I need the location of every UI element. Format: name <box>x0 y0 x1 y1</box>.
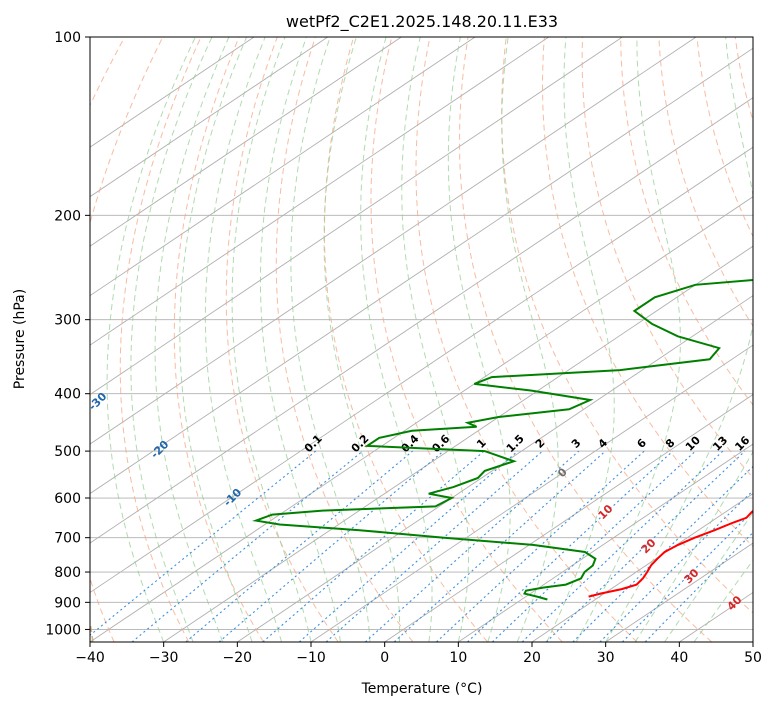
isotherm-line <box>90 37 697 445</box>
moist-adiabat-line <box>179 37 253 642</box>
x-tick-label: 30 <box>597 650 615 666</box>
moist-adiabat-line <box>501 37 559 642</box>
mixing-ratio-line <box>325 450 543 642</box>
dry-adiabat-line <box>541 37 753 548</box>
isotherm-line <box>90 146 753 594</box>
isotherm-line <box>531 493 753 642</box>
isotherm-line <box>458 443 753 642</box>
dewpoint-line <box>252 278 753 601</box>
mixing-ratio-line <box>185 450 413 642</box>
isotherm-line <box>90 37 476 297</box>
isotherm-line <box>90 37 328 198</box>
y-tick-label: 100 <box>54 30 81 46</box>
dry-adiabat-line <box>225 37 339 642</box>
moist-adiabat-line <box>154 37 230 642</box>
x-tick-label: −40 <box>75 650 105 666</box>
mixing-ratio-line <box>467 450 674 642</box>
moist-adiabat-line <box>664 511 753 642</box>
dry-adiabat-line <box>90 37 164 642</box>
mixing-ratio-line <box>131 450 363 642</box>
mixing-ratio-line <box>622 510 753 642</box>
moist-adiabat-line <box>575 37 681 642</box>
moist-adiabat-line <box>130 37 213 642</box>
plot-frame <box>89 36 754 643</box>
isotherm-lines <box>90 37 753 642</box>
isotherm-line <box>90 97 753 544</box>
mixing-ratio-line <box>298 450 519 642</box>
x-tick-label: 10 <box>449 650 467 666</box>
isotherm-line <box>90 37 255 148</box>
moist-adiabat-line <box>693 559 753 642</box>
dry-adiabat-lines <box>90 37 753 642</box>
moist-adiabat-line <box>231 37 312 642</box>
x-tick-label: −30 <box>149 650 179 666</box>
moist-adiabat-line <box>447 37 511 642</box>
moist-adiabat-line <box>290 37 371 642</box>
isobar-lines <box>90 37 753 630</box>
moist-adiabat-line <box>401 37 469 642</box>
mixing-ratio-lines <box>90 450 753 642</box>
isotherm-line <box>90 47 753 495</box>
mixing-ratio-line <box>364 450 580 642</box>
isotherm-line <box>384 394 753 642</box>
y-axis-label: Pressure (hPa) <box>12 289 28 389</box>
x-axis-label: Temperature (°C) <box>361 681 483 697</box>
isotherm-line <box>310 344 753 642</box>
moist-adiabat-lines <box>90 37 753 642</box>
moist-adiabat-line <box>259 37 341 642</box>
dry-adiabat-line <box>275 37 414 642</box>
y-tick-label: 400 <box>54 387 81 403</box>
y-tick-label: 800 <box>54 565 81 581</box>
mixing-ratio-line <box>491 450 696 642</box>
moist-adiabat-line <box>323 37 401 642</box>
isotherm-line <box>163 245 753 642</box>
dry-adiabat-line <box>324 37 488 642</box>
y-tick-label: 200 <box>54 208 81 224</box>
isotherm-line <box>90 37 623 396</box>
dry-adiabat-line <box>370 37 563 642</box>
y-tick-label: 700 <box>54 531 81 547</box>
mixing-ratio-line <box>599 489 753 642</box>
x-tick-label: 0 <box>380 650 389 666</box>
moist-adiabat-line <box>106 37 196 642</box>
dry-adiabat-line <box>458 37 713 642</box>
isotherm-line <box>90 37 402 247</box>
y-tick-label: 600 <box>54 491 81 507</box>
x-tick-label: 40 <box>670 650 688 666</box>
moist-adiabat-line <box>204 37 282 642</box>
mixing-ratio-line <box>393 450 606 642</box>
x-axis-ticks: −40 −30 −20 −10 0 10 20 30 40 50 <box>75 642 762 666</box>
x-tick-label: −20 <box>223 650 253 666</box>
dry-adiabat-line <box>415 37 638 642</box>
y-tick-label: 300 <box>54 313 81 329</box>
x-tick-label: −10 <box>296 650 326 666</box>
isotherm-line <box>90 196 753 642</box>
moist-adiabat-line <box>360 37 433 642</box>
mixing-ratio-line <box>218 450 444 642</box>
sounding-series <box>252 278 753 601</box>
x-tick-label: 20 <box>523 650 541 666</box>
y-axis-ticks: 1000 900 800 700 600 500 400 300 200 100 <box>45 30 90 638</box>
moist-adiabat-line <box>546 37 615 642</box>
isotherm-line <box>90 37 549 346</box>
x-tick-label: 50 <box>744 650 762 666</box>
dry-adiabat-line <box>501 37 753 614</box>
plot-area: 0.10.20.40.611.52346810131620253036-100-… <box>90 37 753 642</box>
y-tick-label: 1000 <box>45 622 81 638</box>
dry-adiabat-line <box>581 37 753 479</box>
y-tick-label: 900 <box>54 595 81 611</box>
moist-adiabat-line <box>634 450 753 642</box>
temperature-line <box>588 509 753 598</box>
dry-adiabat-line <box>119 37 202 642</box>
chart-title: wetPf2_C2E1.2025.148.20.11.E33 <box>286 12 558 32</box>
y-tick-label: 500 <box>54 444 81 460</box>
